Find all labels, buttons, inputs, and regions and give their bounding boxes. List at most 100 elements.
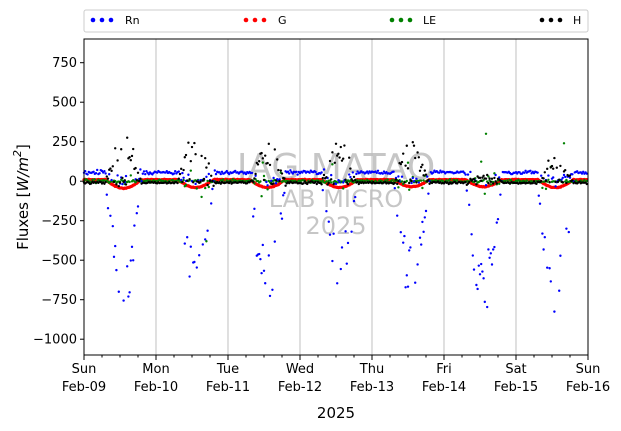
point-h	[486, 173, 489, 177]
point-h	[564, 168, 567, 172]
point-rn	[404, 286, 407, 289]
point-rn	[320, 171, 323, 174]
point-le	[506, 179, 509, 182]
point-rn	[494, 173, 497, 177]
point-h	[120, 148, 123, 151]
point-le	[189, 169, 192, 172]
point-h	[181, 180, 184, 184]
point-h	[556, 180, 560, 184]
point-rn	[366, 170, 369, 173]
point-rn	[562, 173, 566, 177]
x-axis-title: 2025	[317, 404, 355, 422]
point-rn	[244, 172, 248, 176]
point-h	[260, 151, 263, 155]
point-le	[93, 178, 97, 181]
point-h	[111, 165, 115, 168]
point-h	[464, 181, 467, 184]
point-rn	[264, 282, 267, 285]
legend: Rn G LE H	[83, 9, 589, 33]
point-h	[427, 178, 430, 181]
point-rn	[536, 171, 539, 174]
point-le	[541, 186, 544, 190]
point-h	[337, 152, 340, 156]
point-h	[115, 183, 118, 186]
point-h	[408, 181, 411, 185]
y-tick-label: −250	[41, 214, 77, 229]
point-h	[339, 145, 342, 149]
point-h	[112, 180, 116, 184]
point-rn	[405, 274, 408, 277]
legend-marker-rn	[108, 17, 114, 23]
point-le	[134, 181, 137, 184]
point-h	[484, 177, 488, 180]
point-rn	[548, 267, 551, 270]
point-rn	[337, 179, 340, 182]
point-h	[468, 180, 471, 184]
point-h	[333, 161, 336, 164]
point-le	[422, 179, 425, 182]
point-rn	[367, 172, 370, 175]
point-h	[188, 177, 191, 181]
point-rn	[412, 179, 416, 183]
point-le	[562, 142, 566, 145]
point-rn	[554, 185, 557, 188]
x-tick-label-date: Feb-11	[206, 380, 250, 395]
point-h	[327, 181, 330, 184]
point-h	[273, 148, 276, 151]
point-h	[404, 164, 407, 167]
legend-marker-le	[398, 17, 404, 23]
point-rn	[399, 231, 402, 234]
point-rn	[115, 268, 118, 272]
point-le	[420, 179, 423, 182]
point-rn	[194, 182, 197, 186]
point-h	[105, 175, 109, 178]
point-h	[193, 141, 196, 145]
point-rn	[322, 168, 326, 171]
x-tick-label-date: Feb-15	[494, 380, 538, 395]
point-rn	[537, 194, 540, 197]
point-h	[399, 162, 402, 166]
point-rn	[499, 193, 502, 196]
point-rn	[286, 170, 290, 173]
point-h	[420, 165, 423, 169]
point-rn	[262, 269, 266, 272]
point-rn	[296, 173, 299, 176]
y-tick-label: 750	[52, 56, 77, 71]
point-le	[585, 179, 588, 183]
point-h	[258, 160, 261, 163]
legend-marker-rn	[99, 17, 105, 23]
point-h	[411, 141, 414, 144]
point-h	[543, 171, 546, 174]
point-rn	[336, 282, 339, 285]
point-rn	[219, 172, 222, 176]
point-h	[205, 166, 208, 169]
point-rn	[132, 259, 135, 262]
point-h	[415, 181, 418, 184]
point-h	[129, 159, 132, 162]
legend-marker-g	[261, 17, 267, 23]
point-rn	[402, 241, 405, 244]
point-rn	[165, 169, 168, 173]
legend-marker-h	[548, 17, 554, 23]
point-rn	[205, 175, 208, 179]
x-tick-label-weekday: Wed	[286, 362, 314, 377]
point-le	[182, 178, 185, 182]
point-rn	[104, 172, 107, 175]
point-rn	[466, 173, 470, 176]
point-h	[187, 141, 190, 144]
point-rn	[406, 285, 410, 288]
point-rn	[136, 205, 140, 208]
point-rn	[382, 170, 386, 173]
point-rn	[552, 176, 555, 179]
point-rn	[228, 172, 231, 176]
point-h	[106, 177, 110, 180]
point-h	[189, 159, 192, 163]
point-rn	[540, 174, 543, 177]
point-h	[268, 163, 272, 167]
point-rn	[564, 175, 567, 179]
point-h	[396, 182, 399, 186]
point-h	[466, 182, 470, 185]
point-h	[134, 166, 137, 170]
point-h	[422, 174, 425, 177]
point-h	[336, 154, 339, 157]
